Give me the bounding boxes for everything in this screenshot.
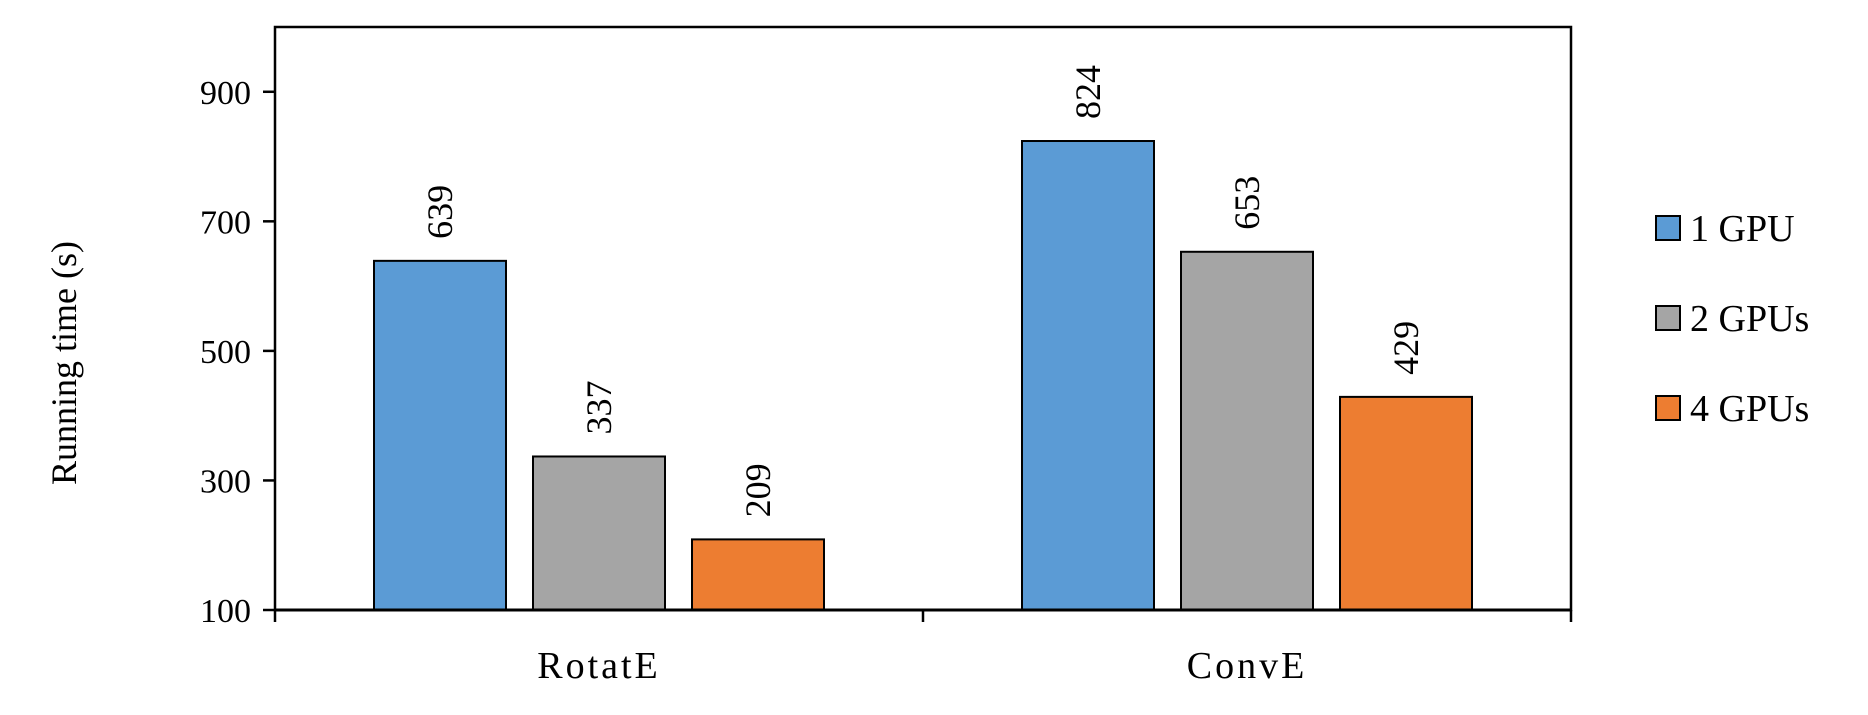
bar bbox=[373, 259, 507, 611]
y-tick-label: 300 bbox=[200, 463, 251, 500]
legend-swatch bbox=[1655, 305, 1681, 331]
y-axis-ticks: 100 300 500 700 900 bbox=[200, 75, 275, 630]
y-tick-label: 900 bbox=[200, 75, 251, 112]
legend-swatch bbox=[1655, 215, 1681, 241]
y-tick-label: 700 bbox=[200, 204, 251, 241]
legend-label: 2 GPUs bbox=[1690, 298, 1809, 340]
bar bbox=[1180, 250, 1314, 611]
bar-value-label: 824 bbox=[1068, 65, 1108, 119]
x-category-label: ConvE bbox=[1187, 645, 1308, 687]
legend-swatch bbox=[1655, 395, 1681, 421]
y-tick-label: 100 bbox=[200, 593, 251, 630]
bars bbox=[373, 140, 1473, 612]
legend: 1 GPU 2 GPUs 4 GPUs bbox=[1655, 208, 1809, 430]
x-category-label: RotatE bbox=[537, 645, 661, 687]
bar bbox=[1339, 395, 1473, 611]
bar-value-label: 429 bbox=[1386, 321, 1426, 375]
data-labels: 639 337 209 824 653 429 bbox=[420, 65, 1426, 517]
y-tick-label: 500 bbox=[200, 334, 251, 371]
bar-value-label: 209 bbox=[738, 463, 778, 517]
legend-label: 4 GPUs bbox=[1690, 388, 1809, 430]
bar-value-label: 653 bbox=[1227, 176, 1267, 230]
bar-value-label: 337 bbox=[579, 380, 619, 434]
bar bbox=[1021, 140, 1155, 612]
legend-label: 1 GPU bbox=[1690, 208, 1795, 250]
x-axis-ticks: RotatE ConvE bbox=[273, 610, 1573, 687]
y-axis-title: Running time (s) bbox=[44, 241, 84, 485]
bar bbox=[691, 538, 825, 611]
bar bbox=[532, 455, 666, 611]
bar-value-label: 639 bbox=[420, 185, 460, 239]
